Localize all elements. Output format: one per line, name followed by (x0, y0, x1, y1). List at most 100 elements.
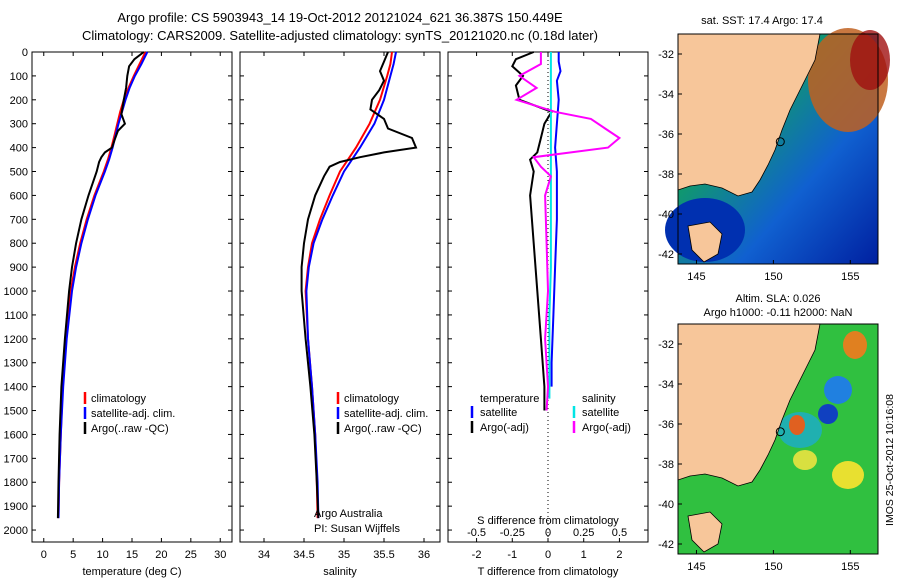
y-tick-label: 1600 (4, 429, 28, 441)
x-tick-label: 20 (155, 549, 167, 561)
y-tick-label: 1400 (4, 382, 28, 394)
y-tick-label: 1100 (4, 310, 28, 322)
argo-location-marker (775, 137, 785, 147)
x-tick-label: -1 (507, 549, 517, 561)
y-tick-label: 800 (10, 238, 28, 250)
x-tick-label: 25 (185, 549, 197, 561)
map-y-tick-label: -34 (658, 379, 674, 391)
sla-map-frame (677, 323, 879, 555)
series-argo-raw-qc- (300, 51, 418, 519)
map-x-tick-label: 150 (764, 271, 782, 283)
map-y-tick-label: -36 (658, 419, 674, 431)
x-tick-label: 5 (70, 549, 76, 561)
series-temperature-satellite (550, 52, 562, 387)
map-y-tick-label: -32 (658, 49, 674, 61)
map-y-tick-label: -34 (658, 89, 674, 101)
legend-label-satellite: satellite-adj. clim. (91, 408, 175, 420)
sst-land-tasmania (687, 221, 723, 263)
sla-land-mainland (677, 323, 821, 487)
map-x-tick-label: 145 (687, 271, 705, 283)
x-top-tick-label: 0.5 (612, 527, 627, 539)
x-tick-label: 0 (41, 549, 47, 561)
x-tick-label: 34 (258, 549, 270, 561)
temperature-legend: climatology satellite-adj. clim. Argo(..… (83, 392, 175, 435)
difference-xlabel-top: S difference from climatology (477, 515, 619, 527)
sla-low-anomaly (818, 404, 838, 424)
y-tick-label: 1700 (4, 453, 28, 465)
x-tick-label: -2 (472, 549, 482, 561)
sla-land-tasmania (687, 511, 723, 553)
header-line1: Argo profile: CS 5903943_14 19-Oct-2012 … (117, 10, 563, 25)
y-tick-label: 1200 (4, 334, 28, 346)
x-tick-label: 34.5 (293, 549, 314, 561)
sst-hot-spot (850, 30, 890, 90)
legend-label-argo: Argo(..raw -QC) (344, 423, 422, 435)
series-salinity-argo-adj- (514, 52, 622, 411)
legend-title-salinity: salinity (582, 393, 616, 405)
sla-high-anomaly (832, 461, 864, 489)
y-tick-label: 200 (10, 95, 28, 107)
y-tick-label: 1900 (4, 501, 28, 513)
legend-label-climatology: climatology (91, 393, 147, 405)
x-tick-label: 0 (545, 549, 551, 561)
sla-low-anomaly (824, 376, 852, 404)
map-y-tick-label: -32 (658, 339, 674, 351)
y-tick-label: 300 (10, 119, 28, 131)
temperature-plot: 0100200300400500600700800900100011001200… (4, 47, 232, 561)
difference-xlabel: T difference from climatology (478, 566, 619, 578)
map-y-tick-label: -38 (658, 169, 674, 181)
series-satellite-adj-clim- (305, 51, 397, 519)
legend-title-temperature: temperature (480, 393, 539, 405)
map-x-tick-label: 150 (764, 561, 782, 573)
x-tick-label: 10 (96, 549, 108, 561)
y-tick-label: 600 (10, 190, 28, 202)
y-tick-label: 1300 (4, 358, 28, 370)
x-tick-label: 36 (418, 549, 430, 561)
temperature-xlabel: temperature (deg C) (82, 566, 181, 578)
map-y-tick-label: -40 (658, 499, 674, 511)
series-satellite-adj-clim- (57, 51, 149, 519)
y-tick-label: 100 (10, 71, 28, 83)
header-line2: Climatology: CARS2009. Satellite-adjuste… (82, 28, 598, 43)
salinity-xlabel: salinity (323, 566, 357, 578)
sla-map-title-line2: Argo h1000: -0.11 h2000: NaN (703, 307, 852, 319)
y-tick-label: 900 (10, 262, 28, 274)
series-argo-raw-qc- (56, 51, 145, 519)
map-y-tick-label: -40 (658, 209, 674, 221)
map-x-tick-label: 145 (687, 561, 705, 573)
sst-land-mainland (677, 33, 821, 197)
legend-label-sal-argo: Argo(-adj) (582, 422, 631, 434)
map-y-tick-label: -36 (658, 129, 674, 141)
y-tick-label: 2000 (4, 525, 28, 537)
salinity-annotation-line2: PI: Susan Wijffels (314, 523, 400, 535)
legend-label-temp-satellite: satellite (480, 407, 517, 419)
series-salinity-satellite (548, 52, 552, 399)
sla-map (677, 323, 879, 555)
y-tick-label: 1500 (4, 406, 28, 418)
x-top-tick-label: -0.5 (467, 527, 486, 539)
x-tick-label: 1 (581, 549, 587, 561)
sla-map-title-line1: Altim. SLA: 0.026 (736, 293, 821, 305)
y-tick-label: 0 (22, 47, 28, 59)
sst-map-title: sat. SST: 17.4 Argo: 17.4 (701, 15, 823, 27)
legend-label-temp-argo: Argo(-adj) (480, 422, 529, 434)
argo-location-marker (775, 427, 785, 437)
sla-high-anomaly (793, 450, 817, 470)
sla-map-axes: 145 150 155 -32 -34 -36 -38 -40 -42 (658, 339, 859, 573)
sst-map-frame (677, 33, 879, 265)
legend-label-climatology: climatology (344, 393, 400, 405)
x-top-tick-label: 0.25 (573, 527, 594, 539)
map-y-tick-label: -42 (658, 249, 674, 261)
timestamp-stamp: IMOS 25-Oct-2012 10:16:08 (884, 394, 896, 526)
y-tick-label: 1000 (4, 286, 28, 298)
sla-high-anomaly (789, 415, 805, 435)
difference-legend-right: salinity satellite Argo(-adj) (572, 393, 631, 434)
legend-label-sal-satellite: satellite (582, 407, 619, 419)
x-tick-label: 35 (338, 549, 350, 561)
y-tick-label: 400 (10, 143, 28, 155)
difference-legend-left: temperature satellite Argo(-adj) (470, 393, 539, 434)
legend-label-satellite: satellite-adj. clim. (344, 408, 428, 420)
sst-map-axes: 145 150 155 -32 -34 -36 -38 -40 -42 (658, 49, 859, 283)
